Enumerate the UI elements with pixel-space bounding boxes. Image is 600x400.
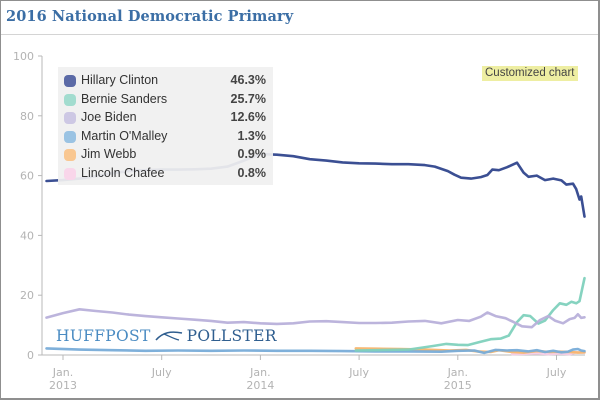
legend-value: 46.3% [230,73,266,87]
series-line-martin-o-malley [45,347,586,355]
y-tick-label: 80 [20,110,34,123]
x-tick-label-year: 2013 [49,379,77,392]
series-lines [45,152,586,356]
x-tick-label-year: 2014 [246,379,274,392]
legend-value: 25.7% [230,91,266,106]
chart-title: 2016 National Democratic Primary [6,8,294,25]
customized-chart-badge[interactable]: Customized chart [482,66,579,81]
legend-item[interactable]: Jim Webb 0.9% [64,146,267,164]
legend-label: Lincoln Chafee [81,165,165,180]
legend-value: 1.3% [237,128,267,143]
series-line-bernie-sanders [354,276,586,352]
legend: Hillary Clinton 46.3% Bernie Sanders 25.… [58,67,273,185]
y-tick-label: 20 [20,289,34,302]
legend-value: 0.9% [237,147,267,161]
legend-item[interactable]: Lincoln Chafee 0.8% [64,165,267,183]
x-tick-label: Jan. [249,366,270,379]
legend-swatch [64,149,76,161]
legend-swatch [64,130,76,143]
bird-logo-icon [154,328,183,346]
x-tick-label: July [546,366,567,379]
huffpost-pollster-logo: HUFFPOST POLLSTER [56,327,277,346]
x-tick-label: Jan. [447,366,468,379]
x-tick-label: July [348,366,369,379]
title-divider [1,34,598,35]
legend-item[interactable]: Joe Biden 12.6% [64,109,267,127]
legend-item[interactable]: Martin O'Malley 1.3% [64,128,267,146]
series-line-joe-biden [45,308,586,329]
legend-value: 0.8% [237,165,267,180]
legend-swatch [64,93,76,106]
legend-item[interactable]: Hillary Clinton 46.3% [64,72,267,90]
legend-swatch [64,112,76,124]
y-tick-label: 40 [20,229,34,242]
y-tick-label: 0 [27,349,34,362]
x-tick-label: Jan. [52,366,73,379]
brand-left-text: HUFFPOST [56,327,151,345]
y-tick-label: 100 [13,50,34,63]
legend-label: Hillary Clinton [81,73,159,87]
legend-label: Martin O'Malley [81,128,168,143]
legend-item[interactable]: Bernie Sanders 25.7% [64,91,267,109]
y-tick-label: 60 [20,170,34,183]
legend-swatch [64,167,76,180]
x-tick-label-year: 2015 [444,379,472,392]
legend-label: Joe Biden [81,110,137,124]
brand-right-text: POLLSTER [186,327,277,345]
legend-value: 12.6% [230,110,266,124]
legend-swatch [64,75,76,87]
legend-label: Bernie Sanders [81,91,168,106]
x-tick-label: July [151,366,172,379]
legend-label: Jim Webb [81,147,137,161]
